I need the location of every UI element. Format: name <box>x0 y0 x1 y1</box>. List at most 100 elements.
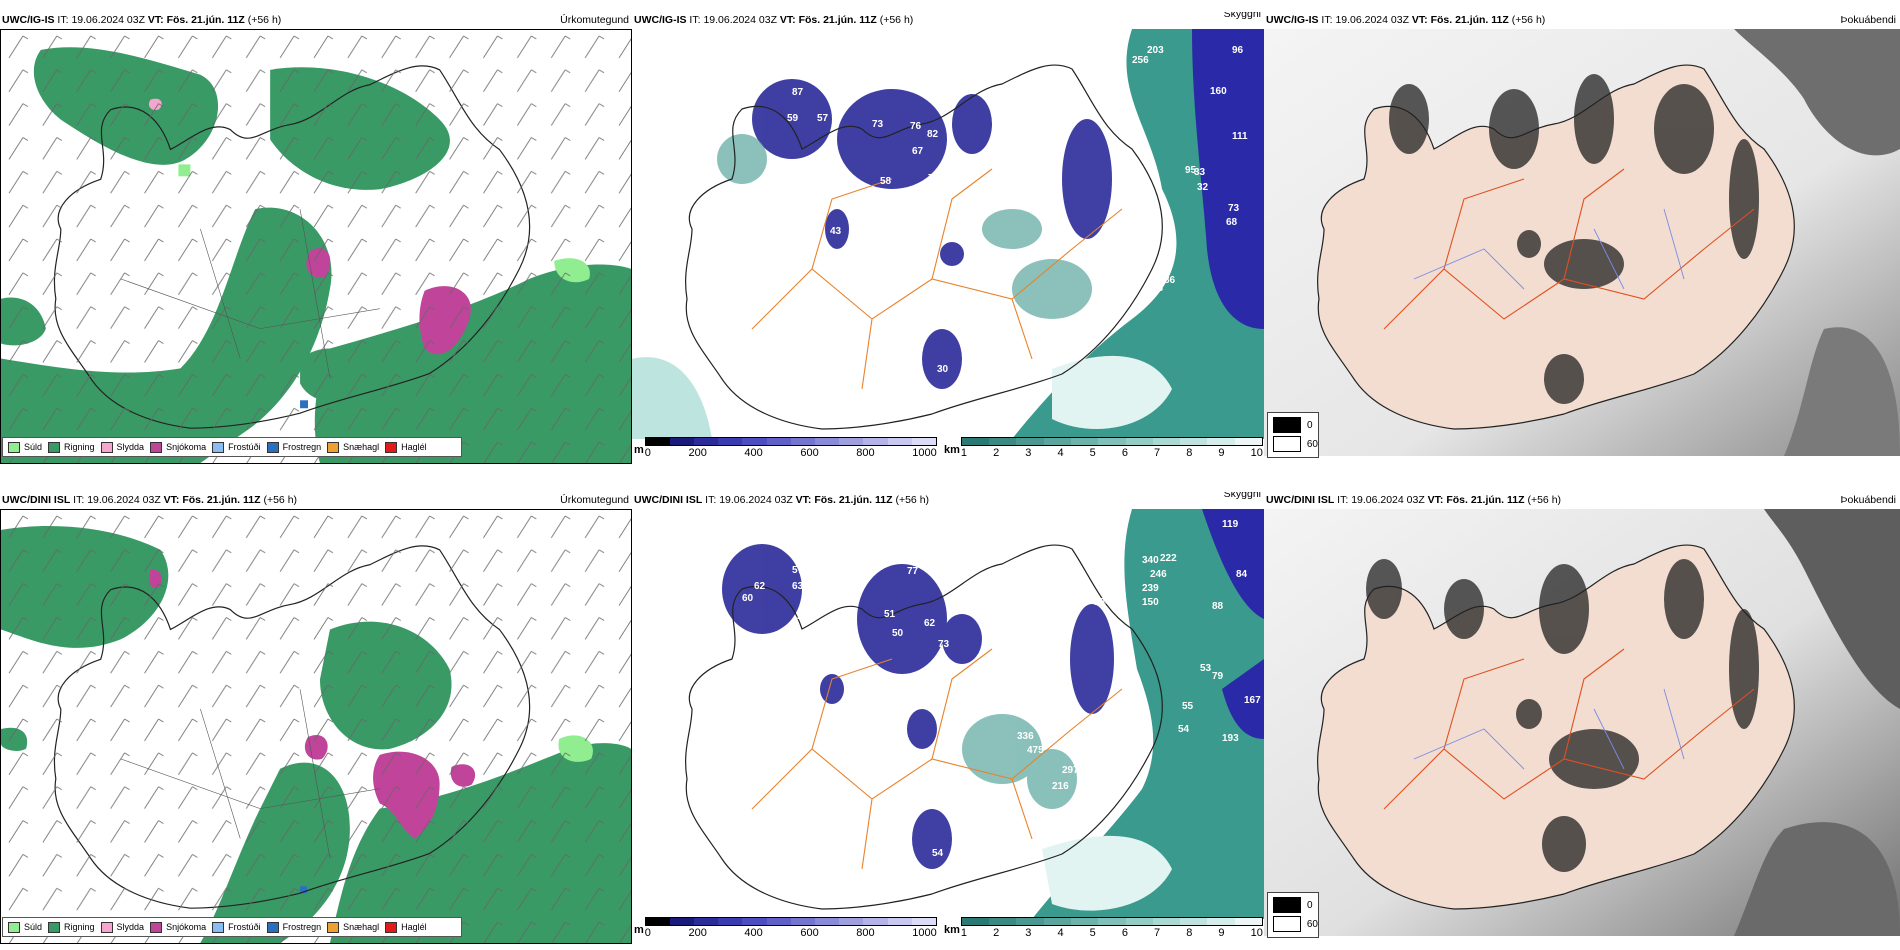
legend-item: Súld <box>8 921 42 933</box>
vis-label: 53 <box>1200 663 1212 674</box>
panel-header: UWC/DINI ISL IT: 19.06.2024 03Z VT: Fös.… <box>2 494 298 506</box>
legend-item: Frostúði <box>212 921 261 933</box>
precip-map <box>0 509 632 944</box>
vis-label: 96 <box>922 249 934 260</box>
vis-label: 62 <box>924 618 936 629</box>
vis-label: 58 <box>880 176 892 187</box>
lead-time: (+56 h) <box>247 14 282 26</box>
vis-label: 111 <box>1232 131 1248 142</box>
vis-label: 71 <box>928 173 940 184</box>
legend-item: Rigning <box>48 921 95 933</box>
vis-label: 68 <box>1226 217 1238 228</box>
fog-map-svg <box>1264 509 1900 936</box>
vis-label: 222 <box>1160 553 1177 564</box>
vis-label: 256 <box>1132 55 1149 66</box>
panel-title: Úrkomutegund <box>560 494 629 506</box>
panel-header: UWC/IG-IS IT: 19.06.2024 03Z VT: Fös. 21… <box>634 14 914 26</box>
vis-label: 82 <box>927 129 939 140</box>
panel-title: Skyggni <box>1223 492 1261 500</box>
precip-legend: Súld Rigning Slydda Snjókoma Frostúði Fr… <box>2 917 462 937</box>
vis-label: 60 <box>742 593 754 604</box>
precip-map-svg <box>1 510 631 943</box>
vis-label: 340 <box>1142 555 1159 566</box>
it-value: 19.06.2024 03Z <box>71 14 145 26</box>
legend-item: Haglél <box>385 441 427 453</box>
vis-label: 297 <box>1062 765 1079 776</box>
visibility-colorbar: km 1 2 3 4 5 6 7 8 9 10 <box>944 437 1263 459</box>
vis-label: 96 <box>1232 45 1244 56</box>
vis-label: 57 <box>817 113 829 124</box>
vis-label: 150 <box>1142 597 1159 608</box>
vis-label: 57 <box>792 565 804 576</box>
vis-label: 239 <box>1142 583 1159 594</box>
vis-label: 75 <box>796 611 808 622</box>
fog-legend: 0 60 <box>1267 412 1319 458</box>
precip-panel-top: UWC/IG-IS IT: 19.06.2024 03Z VT: Fös. 21… <box>0 12 632 464</box>
vis-label: 67 <box>912 146 924 157</box>
legend-item: Slydda <box>100 441 144 453</box>
fog-legend: 0 60 <box>1267 892 1319 938</box>
panel-title: Þokuábendi <box>1840 14 1896 26</box>
panel-header: UWC/DINI ISL IT: 19.06.2024 03Z VT: Fös.… <box>634 494 930 506</box>
panel-header: UWC/DINI ISL IT: 19.06.2024 03Z VT: Fös.… <box>1266 494 1562 506</box>
vis-label: 79 <box>1212 671 1224 682</box>
panel-header: UWC/IG-IS IT: 19.06.2024 03Z VT: Fös. 21… <box>0 12 632 29</box>
panel-header: UWC/IG-IS IT: 19.06.2024 03Z VT: Fös. 21… <box>1266 14 1546 26</box>
fog-panel-top: UWC/IG-IS IT: 19.06.2024 03Z VT: Fös. 21… <box>1264 12 1900 464</box>
visibility-colorbar: km 1 2 3 4 5 6 7 8 9 10 <box>944 917 1263 939</box>
legend-item: Snæhagl <box>327 921 379 933</box>
vis-label: 65 <box>932 666 944 677</box>
precip-map-svg <box>1 30 631 463</box>
coastline <box>685 64 1163 430</box>
visibility-map-svg: 203 96 256 160 87 59 57 73 76 82 67 111 … <box>632 29 1264 439</box>
legend-item: Haglél <box>385 921 427 933</box>
legend-item: Frostúði <box>212 441 261 453</box>
vis-label: 53 <box>1152 283 1164 294</box>
vis-label: 47 <box>772 173 784 184</box>
vis-label: 30 <box>937 364 949 375</box>
vis-label: 76 <box>910 121 922 132</box>
legend-item: Súld <box>8 441 42 453</box>
vis-label: 43 <box>830 226 842 237</box>
height-colorbar: m 0 200 400 600 800 1000 <box>634 437 937 459</box>
vis-label: 95 <box>1185 165 1197 176</box>
visibility-panel-bottom: UWC/DINI ISL IT: 19.06.2024 03Z VT: Fös.… <box>632 492 1264 944</box>
vis-label: 84 <box>1236 569 1248 580</box>
vis-label: 50 <box>892 628 904 639</box>
vis-label: 56 <box>790 625 802 636</box>
visibility-map-svg: 119 340 222 246 84 239 150 88 57 63 54 6… <box>632 509 1264 919</box>
vis-label: 73 <box>1228 203 1240 214</box>
fog-map <box>1264 509 1900 936</box>
fog-map <box>1264 29 1900 456</box>
vis-label: 73 <box>872 119 884 130</box>
vis-label: 203 <box>1147 45 1164 56</box>
vis-label: 54 <box>816 581 828 592</box>
vis-label: 77 <box>907 566 919 577</box>
vis-label: 104 <box>1094 597 1111 608</box>
vis-label: 82 <box>952 166 964 177</box>
vis-label: 87 <box>792 87 804 98</box>
vis-label: 73 <box>938 639 950 650</box>
legend-item: Frostregn <box>266 921 321 933</box>
visibility-panel-top: UWC/IG-IS IT: 19.06.2024 03Z VT: Fös. 21… <box>632 12 1264 464</box>
fog-panel-bottom: UWC/DINI ISL IT: 19.06.2024 03Z VT: Fös.… <box>1264 492 1900 944</box>
vis-label: 87 <box>950 183 962 194</box>
vt-label: VT: <box>147 14 164 26</box>
vis-label: 51 <box>884 609 896 620</box>
vis-label: 160 <box>1210 86 1227 97</box>
legend-item: Snjókoma <box>150 441 206 453</box>
vis-label: 55 <box>1182 701 1194 712</box>
legend-item: Frostregn <box>266 441 321 453</box>
visibility-map: 119 340 222 246 84 239 150 88 57 63 54 6… <box>632 509 1264 919</box>
height-colorbar: m 0 200 400 600 800 1000 <box>634 917 937 939</box>
legend-item: Rigning <box>48 441 95 453</box>
vis-label: 336 <box>1017 731 1034 742</box>
precip-legend: Súld Rigning Slydda Snjókoma Frostúði Fr… <box>2 437 462 457</box>
vis-label: 59 <box>787 113 799 124</box>
vis-label: 88 <box>1212 601 1224 612</box>
precip-panel-bottom: UWC/DINI ISL IT: 19.06.2024 03Z VT: Fös.… <box>0 492 632 944</box>
vt-value: Fös. 21.jún. 11Z <box>166 14 245 26</box>
it-label: IT: <box>57 14 69 26</box>
panel-title: Þokuábendi <box>1840 494 1896 506</box>
vis-label: 475 <box>1027 745 1044 756</box>
